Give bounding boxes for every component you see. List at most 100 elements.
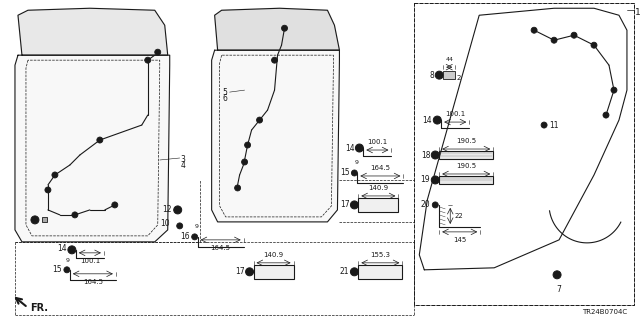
Circle shape (68, 246, 76, 254)
Circle shape (235, 185, 241, 191)
Circle shape (573, 34, 575, 36)
Circle shape (603, 112, 609, 118)
Circle shape (155, 49, 161, 55)
Circle shape (176, 208, 179, 212)
Text: 6: 6 (223, 94, 228, 103)
Text: 164.5: 164.5 (211, 245, 230, 251)
Circle shape (551, 37, 557, 43)
Circle shape (433, 116, 441, 124)
Circle shape (147, 59, 149, 61)
Bar (253, 265, 294, 279)
Text: 10: 10 (160, 220, 170, 228)
Text: 155.3: 155.3 (371, 252, 390, 258)
Polygon shape (212, 50, 339, 222)
Text: 22: 22 (454, 213, 463, 219)
Text: 12: 12 (162, 205, 172, 214)
Circle shape (431, 176, 439, 184)
Text: 21: 21 (340, 267, 349, 276)
Circle shape (436, 119, 439, 122)
Text: 1: 1 (635, 8, 640, 17)
Text: TR24B0704C: TR24B0704C (582, 309, 627, 315)
Text: 4: 4 (180, 161, 186, 170)
Circle shape (177, 223, 182, 229)
Circle shape (257, 117, 262, 123)
Circle shape (179, 225, 181, 227)
Circle shape (556, 273, 559, 276)
Text: 16: 16 (180, 232, 189, 241)
Text: 19: 19 (420, 175, 430, 184)
Bar (439, 151, 493, 159)
Circle shape (353, 270, 356, 273)
Text: 190.5: 190.5 (456, 163, 476, 169)
Circle shape (612, 89, 615, 91)
Circle shape (271, 57, 278, 63)
Circle shape (284, 27, 285, 29)
Text: 140.9: 140.9 (368, 185, 388, 191)
Circle shape (74, 214, 76, 216)
Text: 44: 44 (445, 57, 453, 62)
Circle shape (244, 142, 251, 148)
Circle shape (434, 154, 436, 156)
Text: 18: 18 (420, 150, 430, 159)
Bar (42, 217, 47, 222)
Circle shape (64, 267, 70, 273)
Circle shape (531, 27, 537, 33)
Text: 14: 14 (57, 244, 67, 253)
Circle shape (605, 114, 607, 116)
Circle shape (351, 268, 358, 276)
Circle shape (72, 212, 78, 218)
Text: 14: 14 (345, 144, 355, 153)
Text: 15: 15 (340, 168, 349, 178)
Circle shape (593, 44, 595, 46)
Text: 9: 9 (195, 224, 198, 229)
Circle shape (438, 74, 441, 76)
Text: 164.5: 164.5 (371, 165, 390, 171)
Circle shape (553, 39, 556, 41)
Text: 100.1: 100.1 (367, 139, 387, 145)
Circle shape (434, 204, 436, 206)
Circle shape (54, 174, 56, 176)
Circle shape (355, 144, 364, 152)
Circle shape (47, 189, 49, 191)
Text: 15: 15 (52, 265, 62, 274)
Circle shape (432, 202, 438, 208)
Circle shape (351, 201, 358, 209)
Circle shape (193, 236, 196, 238)
Circle shape (282, 25, 287, 31)
Circle shape (571, 32, 577, 38)
Circle shape (236, 187, 239, 189)
Circle shape (246, 268, 253, 276)
Circle shape (191, 234, 198, 240)
Polygon shape (214, 8, 339, 50)
Circle shape (533, 29, 535, 31)
Text: 164.5: 164.5 (83, 279, 103, 285)
Bar (444, 71, 455, 79)
Text: 100.1: 100.1 (80, 258, 100, 264)
Polygon shape (18, 8, 168, 55)
Circle shape (45, 187, 51, 193)
Circle shape (70, 248, 74, 251)
Text: FR.: FR. (30, 303, 48, 313)
Bar (358, 265, 403, 279)
Bar (414, 3, 634, 305)
Text: 5: 5 (223, 88, 228, 97)
Circle shape (434, 179, 436, 181)
Text: 17: 17 (340, 200, 349, 209)
Circle shape (591, 42, 597, 48)
Circle shape (173, 206, 182, 214)
Polygon shape (15, 55, 170, 242)
Text: 3: 3 (180, 155, 186, 164)
Circle shape (273, 59, 276, 61)
Bar (414, 3, 634, 305)
Circle shape (97, 137, 103, 143)
Text: 11: 11 (549, 121, 559, 130)
Bar (358, 198, 398, 212)
Circle shape (611, 87, 617, 93)
Polygon shape (419, 8, 627, 270)
Text: 17: 17 (235, 267, 244, 276)
Circle shape (541, 122, 547, 128)
Circle shape (246, 144, 249, 146)
Circle shape (99, 139, 101, 141)
Text: 9: 9 (355, 160, 358, 165)
Circle shape (114, 204, 116, 206)
